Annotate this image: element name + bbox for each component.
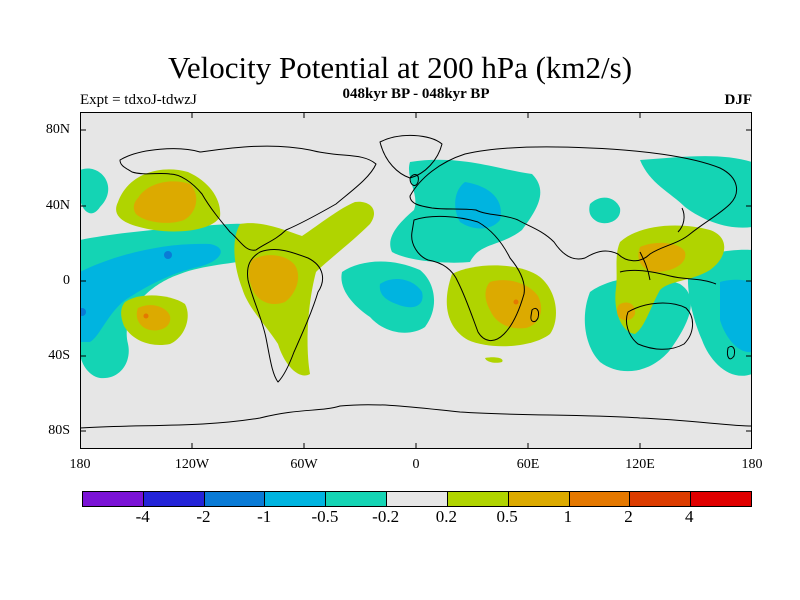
region-epacific-cyan <box>720 279 752 353</box>
coastline-japan <box>677 207 685 233</box>
region-indianocean-yellowgreen <box>485 357 503 363</box>
region-eurasia-cyan <box>455 182 501 229</box>
lon-tick-60e: 60E <box>516 457 540 472</box>
plot-subtitle: 048kyr BP - 048kyr BP <box>342 86 490 102</box>
region-wpacific-orange <box>638 242 686 272</box>
positive-strong-regions <box>143 299 519 319</box>
lon-tick-180w: 180 <box>69 457 91 472</box>
coastline-eurasia <box>409 146 738 262</box>
colorbar-label: 0.2 <box>435 507 457 526</box>
region-africa-orange <box>485 280 542 329</box>
lat-tick-80s: 80S <box>48 423 70 438</box>
coastline-antarctica <box>80 404 752 429</box>
region-pacific-cyan <box>80 243 221 342</box>
lat-tick-0: 0 <box>63 273 70 288</box>
colorbar-cell <box>204 492 266 506</box>
colorbar <box>82 491 752 507</box>
coastlines <box>80 134 752 429</box>
axis-ticks <box>80 112 752 449</box>
lon-tick-120w: 120W <box>174 457 210 472</box>
colorbar-label: -0.5 <box>311 507 339 526</box>
region-westedge-blue <box>80 308 86 316</box>
region-spacific-darkorange <box>143 313 149 319</box>
coastline-africa <box>411 215 525 341</box>
negative-strong-regions <box>80 251 172 316</box>
lat-tick-40n: 40N <box>45 198 70 213</box>
positive-moderate-regions <box>133 181 686 331</box>
lon-tick-120e: 120E <box>625 457 655 472</box>
colorbar-label: -4 <box>135 507 150 526</box>
colorbar-cell <box>326 492 388 506</box>
colorbar-cell <box>387 492 448 506</box>
coastline-new-zealand <box>727 345 735 360</box>
colorbar-label: 0.5 <box>496 507 518 526</box>
colorbar-cell <box>83 492 144 506</box>
region-spacific-orange <box>136 305 171 331</box>
region-australia-orange <box>616 302 636 321</box>
lon-tick-0: 0 <box>412 457 420 472</box>
season-label: DJF <box>724 92 753 108</box>
region-pacific-blue <box>164 251 172 259</box>
region-africa-darkorange <box>513 299 519 305</box>
colorbar-cell <box>265 492 327 506</box>
region-eastasia-teal <box>589 197 621 224</box>
colorbar-cell <box>630 492 692 506</box>
lat-tick-40s: 40S <box>48 348 70 363</box>
lat-tick-80n: 80N <box>45 122 70 137</box>
colorbar-cell <box>143 492 205 506</box>
map-panel <box>80 112 752 449</box>
coastline-uk <box>409 174 419 186</box>
region-nw-pacific-teal <box>80 168 109 214</box>
colorbar-label: 1 <box>563 507 573 526</box>
colorbar-cell <box>447 492 509 506</box>
colorbar-label: -1 <box>257 507 272 526</box>
plot-title: Velocity Potential at 200 hPa (km2/s) <box>167 50 633 85</box>
region-nepacific-orange <box>133 181 197 223</box>
coastline-madagascar <box>530 307 539 323</box>
lon-tick-180e: 180 <box>741 457 763 472</box>
region-atlantic-cyan <box>379 278 423 308</box>
colorbar-cell <box>508 492 570 506</box>
colorbar-label: -0.2 <box>372 507 400 526</box>
region-southamerica-yellowgreen <box>234 201 375 376</box>
region-southamerica-orange <box>249 255 299 305</box>
negative-moderate-regions <box>80 182 752 353</box>
coastline-maritime-continent <box>619 251 717 285</box>
colorbar-cell <box>691 492 751 506</box>
experiment-label: Expt = tdxoJ-tdwzJ <box>80 92 197 108</box>
colorbar-label: -2 <box>196 507 211 526</box>
coastline-australia <box>625 302 693 350</box>
coastline-north-america <box>119 145 377 251</box>
colorbar-cell <box>569 492 631 506</box>
lon-tick-60w: 60W <box>290 457 318 472</box>
coastline-greenland <box>379 134 443 179</box>
velocity-potential-map <box>80 112 752 449</box>
colorbar-label: 2 <box>624 507 633 526</box>
colorbar-label: 4 <box>685 507 694 526</box>
coastline-south-america <box>247 249 324 383</box>
